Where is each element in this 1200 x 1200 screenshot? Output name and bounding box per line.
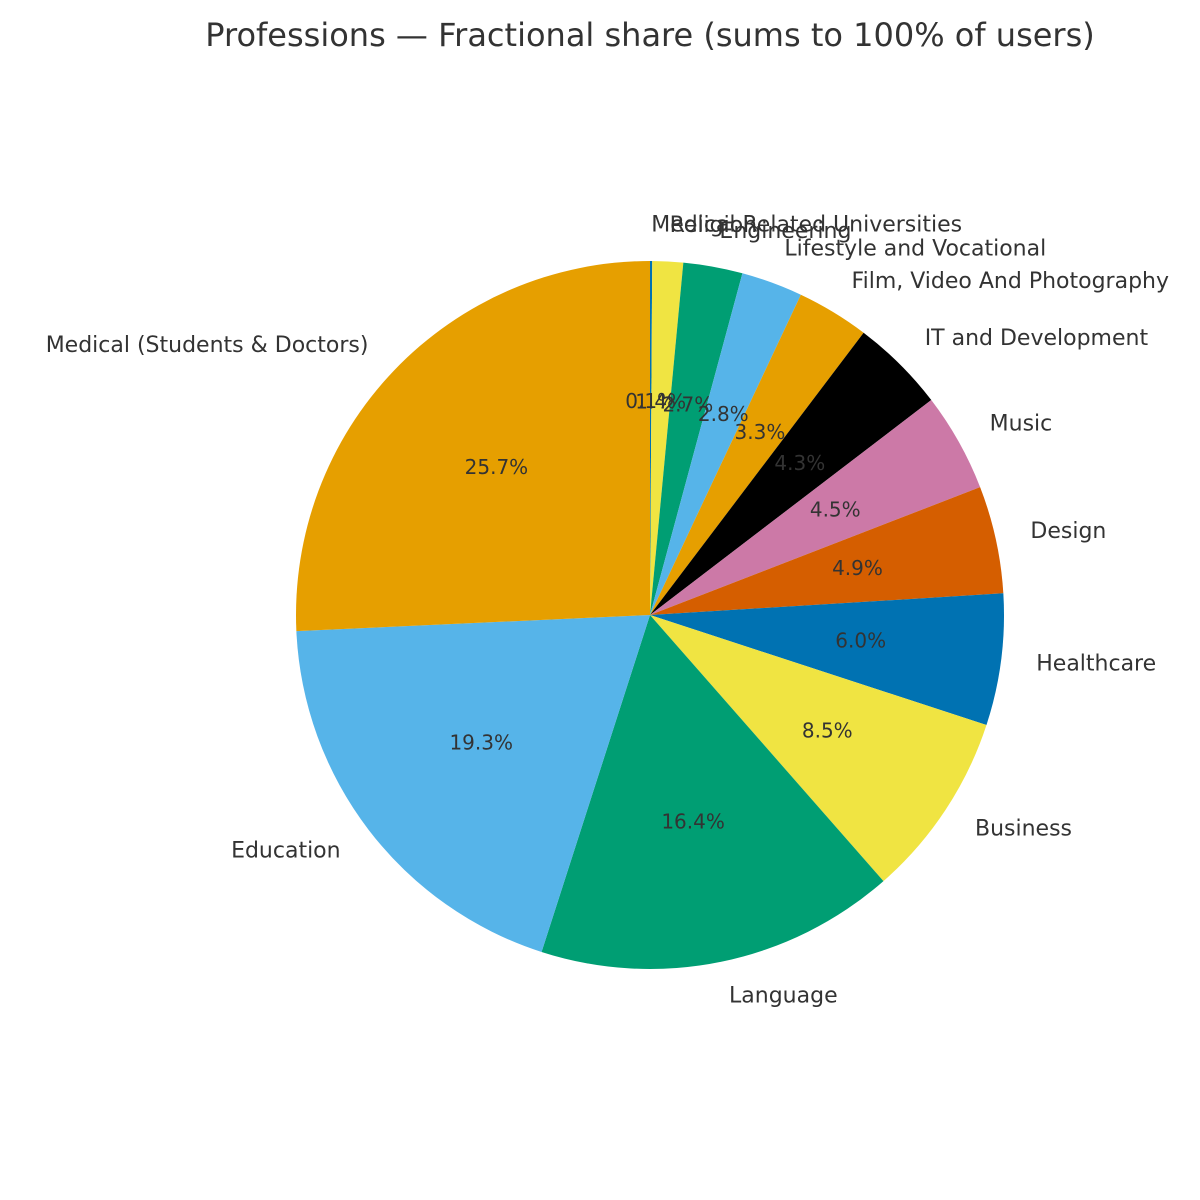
slice-label: Medical (Students & Doctors) bbox=[46, 333, 369, 358]
slice-label: Language bbox=[729, 983, 838, 1008]
slice-label: Healthcare bbox=[1036, 651, 1156, 676]
percent-label: 25.7% bbox=[465, 455, 529, 479]
pie-slice bbox=[650, 593, 1004, 726]
pie-slice bbox=[541, 615, 884, 970]
slice-label: Lifestyle and Vocational bbox=[784, 237, 1046, 262]
pie-slice bbox=[650, 261, 684, 615]
slice-label: Design bbox=[1030, 519, 1106, 544]
pie-slice bbox=[650, 400, 981, 615]
pie-slice bbox=[650, 615, 987, 882]
percent-label: 19.3% bbox=[449, 730, 513, 754]
percent-label: 4.3% bbox=[774, 451, 825, 475]
pie-slice bbox=[650, 487, 1004, 615]
pie-slice bbox=[650, 262, 743, 615]
percent-label: 8.5% bbox=[802, 718, 853, 742]
slice-label: Medical Related Universities bbox=[651, 213, 962, 238]
percent-label: 6.0% bbox=[835, 628, 886, 652]
percent-label: 16.4% bbox=[661, 809, 725, 833]
percent-label: 4.5% bbox=[810, 498, 861, 522]
pie-slice bbox=[296, 615, 650, 952]
slice-label: Religion bbox=[670, 213, 758, 238]
slice-label: Film, Video And Photography bbox=[852, 269, 1169, 294]
slice-label: Business bbox=[975, 816, 1072, 841]
pie-slice bbox=[650, 261, 653, 615]
percent-label: 0.1% bbox=[625, 389, 676, 413]
slice-label: Engineering bbox=[719, 219, 851, 244]
slice-label: Education bbox=[231, 838, 341, 863]
pie-slice bbox=[650, 294, 864, 615]
percent-label: 2.8% bbox=[698, 402, 749, 426]
pie-slice bbox=[296, 261, 650, 632]
slice-label: IT and Development bbox=[925, 326, 1149, 351]
percent-label: 2.7% bbox=[662, 393, 713, 417]
percent-label: 1.4% bbox=[635, 389, 686, 413]
pie-slice bbox=[650, 273, 801, 615]
chart-title: Professions — Fractional share (sums to … bbox=[205, 16, 1094, 54]
pie-slice bbox=[650, 332, 932, 615]
slice-label: Music bbox=[990, 412, 1053, 437]
percent-label: 3.3% bbox=[735, 420, 786, 444]
percent-label: 4.9% bbox=[832, 556, 883, 580]
